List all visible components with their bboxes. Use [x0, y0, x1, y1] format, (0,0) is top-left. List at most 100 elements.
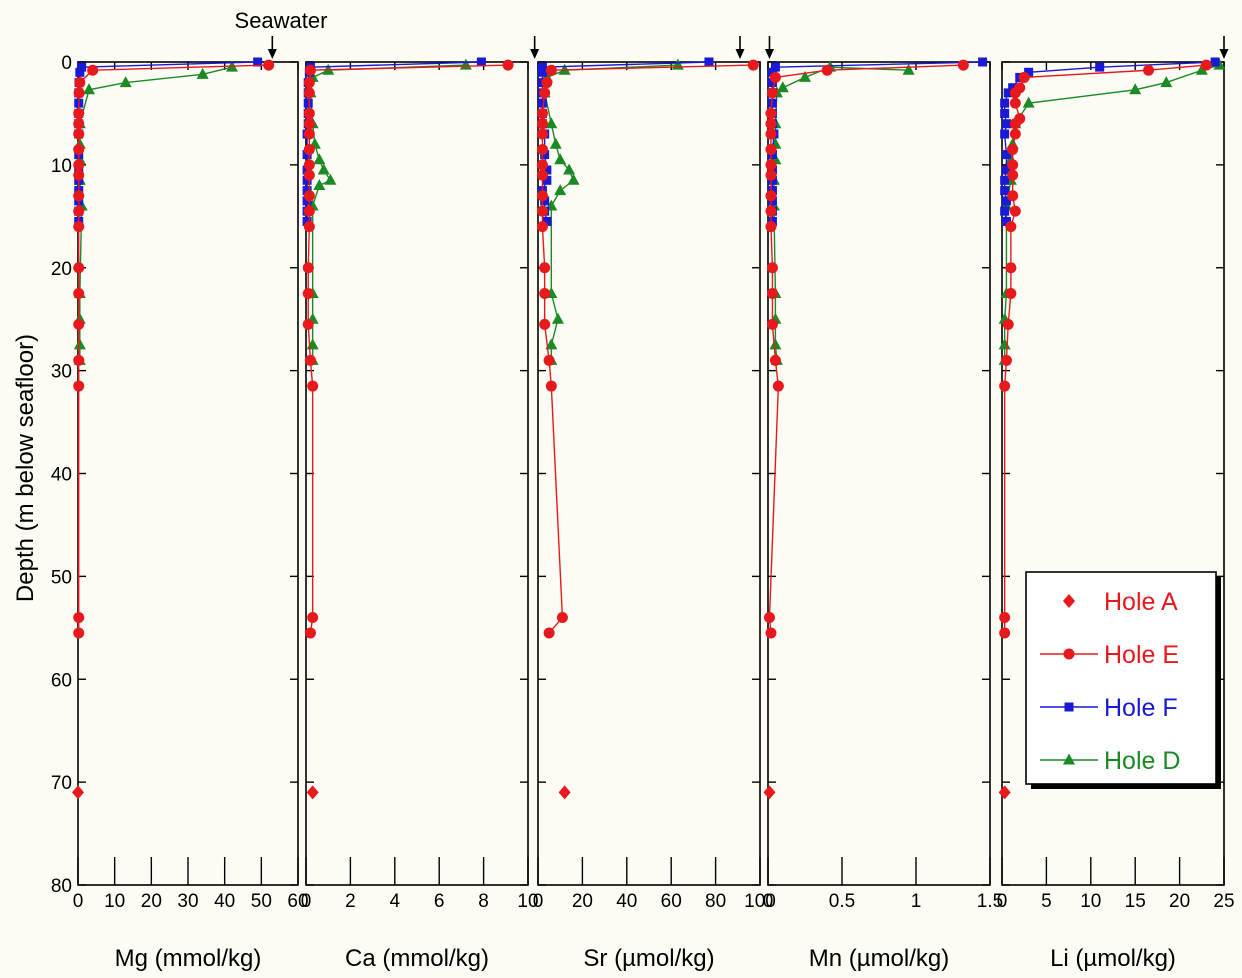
data-point: [73, 205, 85, 217]
series-line: [543, 64, 678, 361]
x-tick-label: 40: [214, 891, 235, 912]
data-point: [73, 380, 85, 392]
data-point: [1000, 129, 1010, 139]
legend: Hole A Hole E Hole F Hole D: [1025, 571, 1221, 789]
series-line: [541, 61, 709, 222]
data-point: [704, 57, 714, 67]
y-tick-label: 60: [51, 670, 72, 691]
x-tick-label: 0: [763, 891, 774, 912]
data-point: [304, 627, 316, 639]
data-point: [74, 77, 86, 89]
data-point: [73, 118, 85, 130]
data-point: [83, 83, 95, 95]
x-tick-label: 1: [911, 891, 922, 912]
data-point: [73, 354, 85, 366]
x-axis-label: Sr (µmol/kg): [583, 945, 714, 972]
data-point: [1009, 87, 1021, 99]
y-tick-label: 50: [51, 567, 72, 588]
data-point: [1007, 143, 1019, 155]
data-point: [1000, 175, 1010, 185]
y-tick-label: 40: [51, 465, 72, 486]
data-point: [1001, 196, 1011, 206]
data-point: [119, 76, 132, 88]
legend-marker: [1063, 648, 1075, 660]
x-tick-label: 80: [705, 891, 726, 912]
panel-4: 0 0.5 1 1.5 Mn (µmol/kg): [763, 36, 1003, 972]
data-point: [542, 216, 552, 226]
x-tick-label: 2: [345, 891, 356, 912]
data-point: [73, 287, 85, 299]
data-point: [542, 165, 552, 175]
data-point: [767, 78, 777, 88]
series-hole-a: [558, 785, 571, 800]
plot-frame: [77, 61, 299, 886]
data-point: [545, 338, 558, 350]
data-point: [73, 338, 86, 350]
x-tick-label: 100: [744, 891, 776, 912]
data-point: [998, 785, 1011, 800]
data-point: [556, 612, 568, 624]
legend-label: Hole A: [1104, 588, 1178, 616]
legend-label: Hole F: [1104, 694, 1178, 722]
data-point: [304, 64, 316, 76]
data-point: [540, 150, 550, 160]
series-hole-f: [74, 57, 263, 226]
data-point: [303, 128, 315, 140]
data-point: [302, 216, 312, 226]
x-tick-label: 5: [1041, 891, 1052, 912]
data-point: [671, 58, 684, 70]
data-point: [1001, 165, 1011, 175]
data-point: [1007, 159, 1019, 171]
x-tick-label: 25: [1213, 891, 1234, 912]
data-point: [821, 64, 833, 76]
data-point: [1195, 63, 1208, 75]
data-point: [545, 117, 558, 129]
data-point: [765, 205, 777, 217]
data-point: [549, 137, 562, 149]
data-point: [253, 57, 263, 67]
data-point: [539, 87, 551, 99]
data-point: [303, 159, 315, 171]
data-point: [536, 169, 548, 181]
data-point: [766, 262, 778, 274]
series-line: [768, 64, 964, 634]
series-line: [773, 66, 909, 361]
series-hole-e: [999, 59, 1212, 639]
data-point: [306, 785, 319, 800]
data-point: [567, 173, 580, 185]
data-point: [304, 354, 316, 366]
data-point: [769, 354, 781, 366]
data-point: [536, 159, 548, 171]
data-point: [747, 59, 759, 71]
data-point: [767, 67, 777, 77]
data-point: [1001, 150, 1011, 160]
series-hole-a: [998, 785, 1011, 800]
data-point: [957, 59, 969, 71]
series-hole-d: [73, 60, 238, 365]
data-point: [1007, 169, 1019, 181]
x-axis-label: Li (µmol/kg): [1050, 945, 1176, 972]
legend-entry: Hole A: [1063, 588, 1178, 616]
x-tick-label: 6: [434, 891, 445, 912]
x-tick-label: 50: [251, 891, 272, 912]
x-tick-label: 0: [533, 891, 544, 912]
data-point: [1000, 206, 1010, 216]
data-point: [536, 143, 548, 155]
data-point: [543, 627, 555, 639]
data-point: [770, 62, 780, 72]
data-point: [1001, 119, 1011, 129]
data-point: [1005, 221, 1017, 233]
series-line: [307, 64, 509, 634]
panel-3: 0 20 40 60 80 100 Sr (µmol/kg): [533, 36, 776, 972]
x-tick-label: 60: [287, 891, 308, 912]
legend-box: [1025, 571, 1217, 785]
data-point: [302, 287, 314, 299]
data-point: [1200, 59, 1212, 71]
data-point: [73, 143, 85, 155]
series-line: [541, 64, 754, 634]
data-point: [73, 169, 85, 181]
seawater-arrowhead: [1219, 49, 1229, 59]
legend-marker: [1063, 753, 1075, 765]
